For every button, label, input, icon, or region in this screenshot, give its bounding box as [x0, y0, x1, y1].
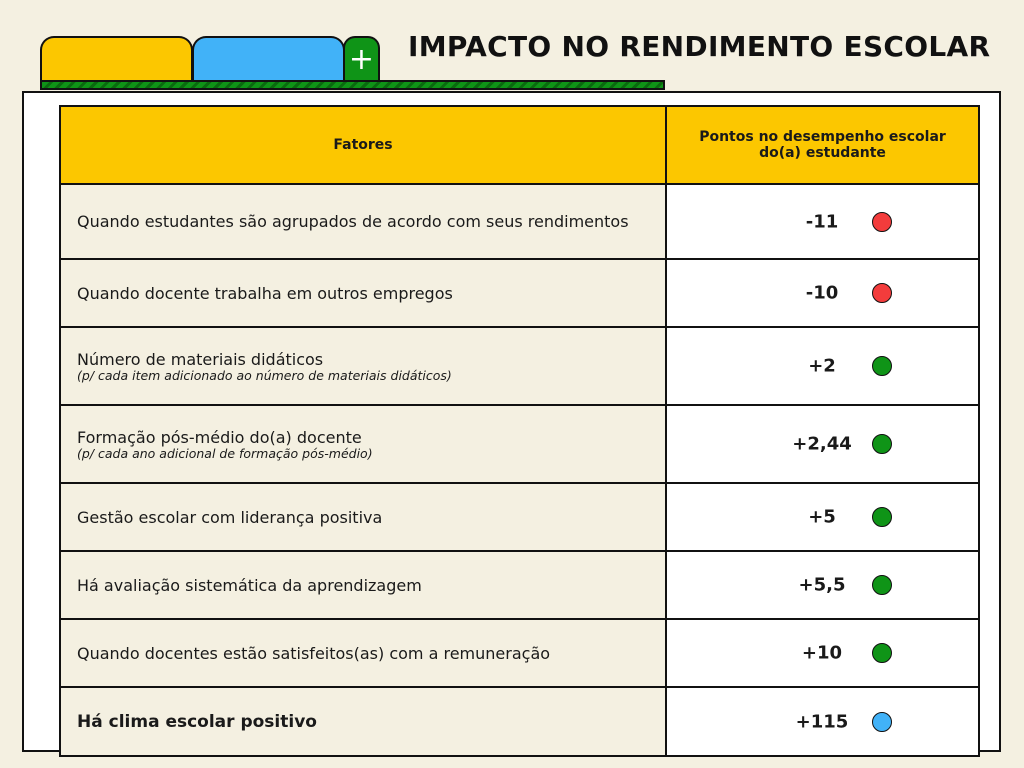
points-value: +5 — [808, 506, 836, 528]
factor-label: Gestão escolar com liderança positiva — [77, 507, 383, 527]
green-indicator-dot-icon — [872, 575, 892, 595]
points-wrap: +2,44 — [667, 407, 978, 481]
table-header-row: Fatores Pontos no desempenho escolar do(… — [59, 105, 980, 185]
factor-cell: Quando docente trabalha em outros empreg… — [59, 258, 667, 328]
factor-label: Há avaliação sistemática da aprendizagem — [77, 575, 422, 595]
points-wrap: +115 — [667, 689, 978, 754]
green-indicator-dot-icon — [872, 643, 892, 663]
points-cell: -10 — [665, 258, 980, 328]
factors-table: Fatores Pontos no desempenho escolar do(… — [59, 105, 980, 757]
points-value: +10 — [801, 642, 843, 664]
yellow-folder-tab — [40, 36, 193, 84]
table-row: Formação pós-médio do(a) docente (p/ cada… — [59, 404, 980, 484]
column-header-factors: Fatores — [59, 105, 667, 185]
factor-label: Há clima escolar positivo — [77, 711, 317, 732]
green-indicator-dot-icon — [872, 507, 892, 527]
table-row: Gestão escolar com liderança positiva +5 — [59, 482, 980, 552]
blue-indicator-dot-icon — [872, 711, 892, 732]
striped-bar — [40, 80, 665, 90]
green-indicator-dot-icon — [872, 434, 892, 454]
table-row: Quando docente trabalha em outros empreg… — [59, 258, 980, 328]
points-wrap: +10 — [667, 621, 978, 685]
factor-label: Formação pós-médio do(a) docente — [77, 427, 362, 447]
blue-folder-tab — [192, 36, 345, 84]
red-indicator-dot-icon — [872, 211, 892, 232]
page-title: IMPACTO NO RENDIMENTO ESCOLAR — [408, 30, 991, 63]
points-cell: -11 — [665, 183, 980, 260]
table-row: Quando docentes estão satisfeitos(as) co… — [59, 618, 980, 688]
points-value: +115 — [795, 711, 849, 732]
points-cell: +115 — [665, 686, 980, 757]
factor-label: Quando estudantes são agrupados de acord… — [77, 212, 629, 231]
points-value: +2 — [808, 355, 836, 377]
factor-note: (p/ cada item adicionado ao número de ma… — [77, 367, 452, 383]
factor-label: Quando docente trabalha em outros empreg… — [77, 283, 453, 303]
points-value: -11 — [805, 211, 839, 232]
factor-note: (p/ cada ano adicional de formação pós-m… — [77, 445, 373, 461]
points-value: +5,5 — [798, 574, 846, 596]
table-row: Há clima escolar positivo +115 — [59, 686, 980, 757]
points-value: +2,44 — [792, 433, 852, 455]
points-wrap: +2 — [667, 329, 978, 403]
table-row: Número de materiais didáticos (p/ cada it… — [59, 326, 980, 406]
plus-icon: + — [343, 36, 380, 82]
factor-label: Número de materiais didáticos — [77, 349, 324, 369]
table-row: Há avaliação sistemática da aprendizagem… — [59, 550, 980, 620]
green-indicator-dot-icon — [872, 356, 892, 376]
points-cell: +5,5 — [665, 550, 980, 620]
factor-cell: Quando docentes estão satisfeitos(as) co… — [59, 618, 667, 688]
factor-cell: Há avaliação sistemática da aprendizagem — [59, 550, 667, 620]
points-value: -10 — [805, 282, 839, 304]
points-cell: +10 — [665, 618, 980, 688]
points-cell: +5 — [665, 482, 980, 552]
factor-cell: Formação pós-médio do(a) docente (p/ cada… — [59, 404, 667, 484]
points-cell: +2,44 — [665, 404, 980, 484]
points-cell: +2 — [665, 326, 980, 406]
factor-cell: Quando estudantes são agrupados de acord… — [59, 183, 667, 260]
points-wrap: +5,5 — [667, 553, 978, 617]
points-wrap: -10 — [667, 261, 978, 325]
factor-cell: Há clima escolar positivo — [59, 686, 667, 757]
points-wrap: +5 — [667, 485, 978, 549]
column-header-points-label: Pontos no desempenho escolar do(a) estud… — [699, 129, 946, 161]
points-wrap: -11 — [667, 186, 978, 257]
red-indicator-dot-icon — [872, 283, 892, 303]
factor-cell: Número de materiais didáticos (p/ cada it… — [59, 326, 667, 406]
column-header-points: Pontos no desempenho escolar do(a) estud… — [665, 105, 980, 185]
factor-cell: Gestão escolar com liderança positiva — [59, 482, 667, 552]
factor-label: Quando docentes estão satisfeitos(as) co… — [77, 643, 551, 663]
table-row: Quando estudantes são agrupados de acord… — [59, 183, 980, 260]
